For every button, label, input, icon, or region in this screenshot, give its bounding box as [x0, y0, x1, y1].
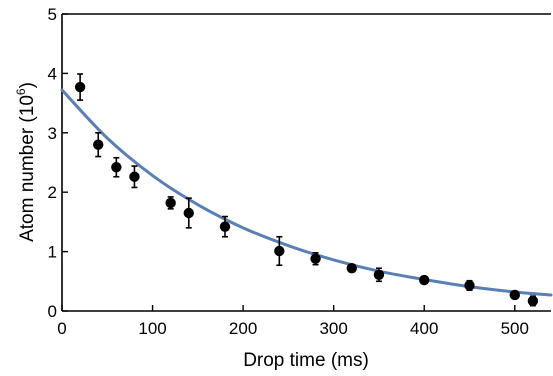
data-point	[419, 274, 430, 286]
data-point	[93, 139, 104, 150]
data-point	[373, 269, 385, 280]
x-tick-label: 400	[410, 319, 438, 338]
x-tick-label: 0	[57, 319, 66, 338]
data-point	[111, 162, 122, 173]
data-point	[129, 171, 140, 182]
x-axis-title: Drop time (ms)	[243, 350, 369, 371]
x-axis-ticks: 0 100 200 300 400 500	[57, 305, 529, 338]
fit-curve	[60, 88, 553, 297]
data-point	[219, 221, 231, 232]
data-point	[509, 289, 520, 301]
data-point	[183, 207, 194, 219]
y-axis-title: Atom number (106)	[14, 82, 38, 242]
y-tick-label: 5	[48, 5, 57, 24]
y-tick-label: 4	[48, 64, 57, 83]
data-point	[74, 81, 86, 93]
y-axis-title-exponent: 6	[14, 88, 28, 95]
data-point	[165, 197, 176, 209]
plot-frame	[61, 13, 551, 312]
data-point	[346, 263, 357, 274]
x-tick-label: 500	[501, 319, 529, 338]
data-point	[310, 253, 321, 264]
x-tick-label: 300	[319, 319, 347, 338]
y-axis-ticks: 0 1 2 3 4 5	[48, 5, 68, 321]
fit-curve-group	[60, 88, 553, 297]
data-point	[274, 245, 285, 257]
y-axis-title-main: Atom number (10	[17, 95, 38, 242]
error-bars-group	[77, 73, 536, 307]
data-point	[527, 295, 539, 307]
x-tick-label: 100	[138, 319, 166, 338]
data-point	[464, 280, 475, 291]
data-points-group	[74, 81, 539, 307]
y-tick-label: 1	[48, 243, 57, 262]
y-tick-label: 0	[48, 302, 57, 321]
y-axis-title-close: )	[17, 82, 38, 88]
y-tick-label: 2	[48, 183, 57, 202]
x-tick-label: 200	[229, 319, 257, 338]
y-tick-label: 3	[48, 124, 57, 143]
